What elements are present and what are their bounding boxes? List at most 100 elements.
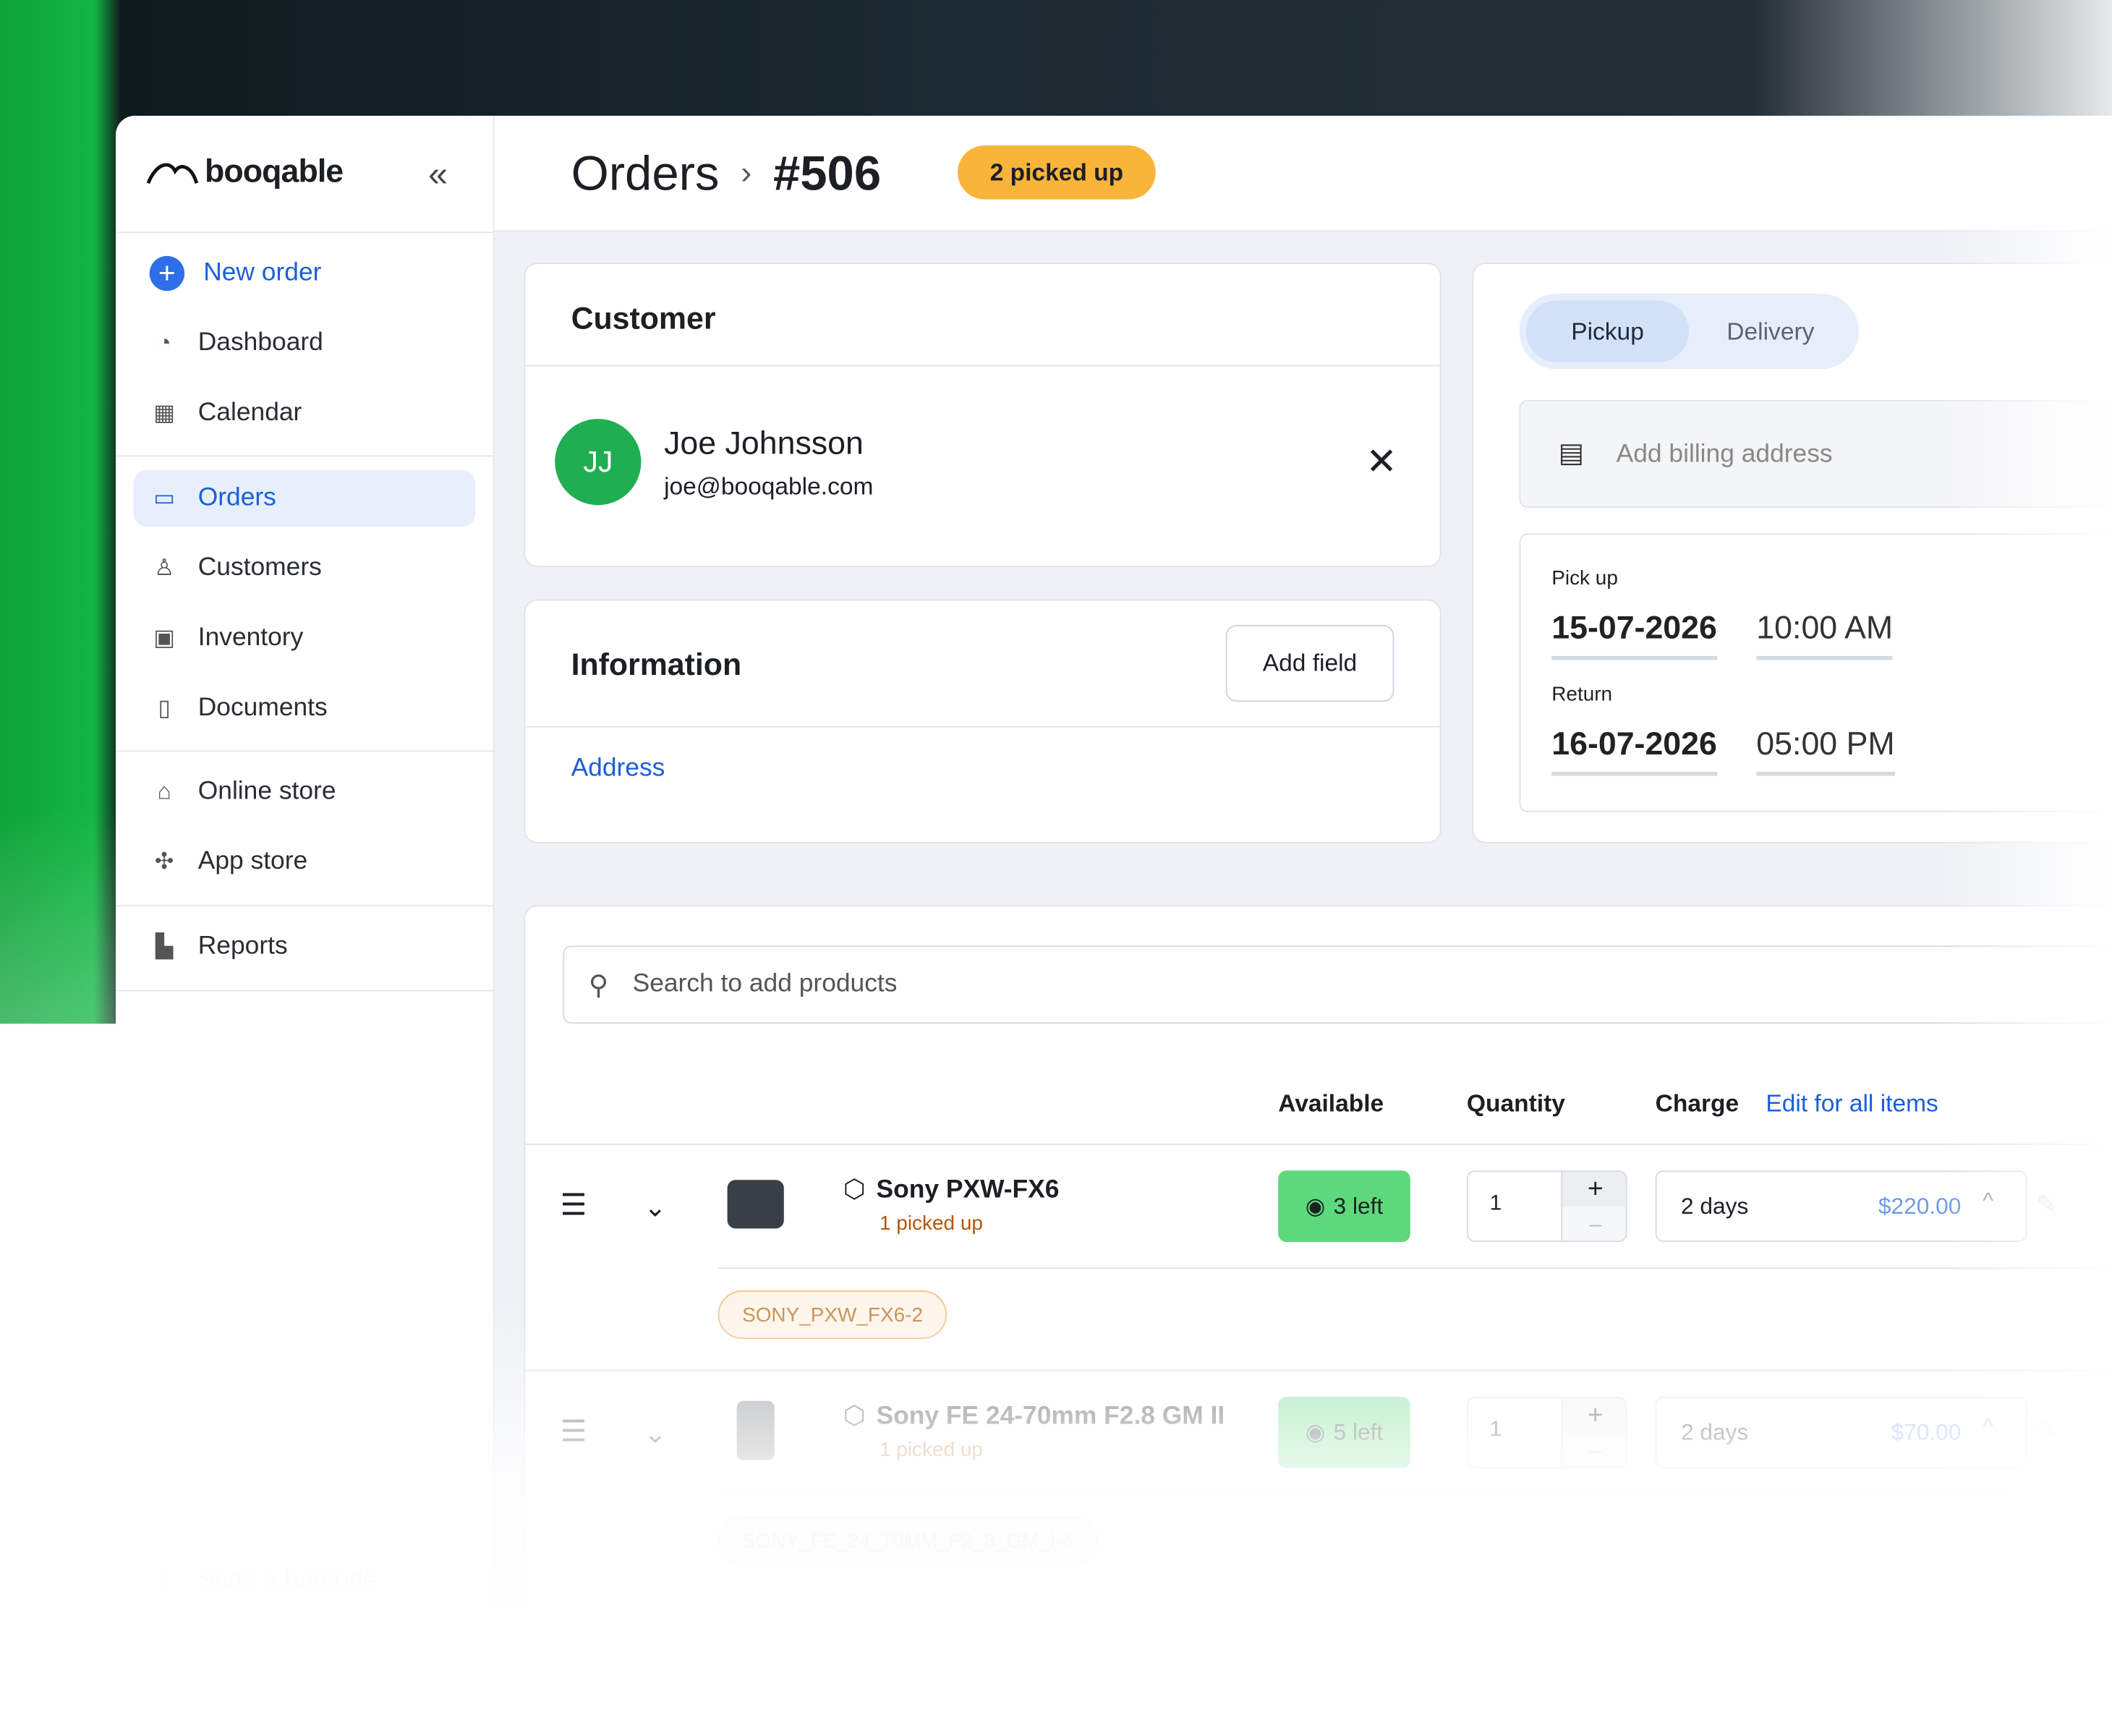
label: Calendar: [197, 399, 302, 427]
sidebar-item-customers[interactable]: ♙ Customers: [133, 540, 475, 597]
return-label: Return: [1551, 683, 1613, 706]
price: $220.00: [1878, 1193, 1962, 1220]
user-icon: ♙: [153, 555, 175, 581]
charge-selector[interactable]: 2 days $70.00 ^: [1655, 1397, 2027, 1468]
label: Orders: [197, 483, 276, 512]
sidebar-item-documents[interactable]: ▯ Documents: [133, 680, 475, 736]
billing-address-field[interactable]: ▤ Add billing address: [1519, 400, 2112, 509]
product-image: [736, 1400, 775, 1460]
product-image: [727, 1180, 784, 1229]
customer-title: Customer: [571, 300, 716, 336]
status-badge: 2 picked up: [958, 145, 1156, 200]
drag-handle-icon[interactable]: ☰: [560, 1188, 587, 1222]
label: New order: [203, 258, 322, 287]
breadcrumb-orders[interactable]: Orders: [571, 145, 720, 201]
sidebar-item-inventory[interactable]: ▣ Inventory: [133, 610, 475, 667]
customer-name[interactable]: Joe Johnsson: [664, 425, 864, 462]
breadcrumb: Orders › #506: [571, 145, 882, 202]
label: Add custom line: [650, 1654, 833, 1682]
sidebar-item-reports[interactable]: ▙ Reports: [133, 919, 475, 975]
inbox-icon: ▭: [153, 485, 176, 511]
sidebar-item-new-order[interactable]: + New order: [133, 245, 475, 302]
increment-button[interactable]: +: [1561, 1172, 1626, 1207]
serial-tag[interactable]: SONY_PXW_FX6-2: [718, 1290, 948, 1340]
quantity-value[interactable]: 1: [1489, 1192, 1502, 1215]
dates-panel: Pick up 15-07-2026 10:00 AM Return 16-07…: [1519, 533, 2112, 812]
product-name[interactable]: ⬡ Sony FE 24-70mm F2.8 GM II: [843, 1401, 1225, 1432]
availability-badge: ◉ 5 left: [1278, 1397, 1410, 1468]
divider: [525, 726, 1440, 728]
dashboard-icon: ◔: [157, 330, 171, 356]
fulfillment-card: Pickup Delivery ▤ Add billing address Pi…: [1472, 263, 2112, 843]
sidebar-item-online-store[interactable]: ⌂ Online store: [133, 764, 475, 820]
tab-delivery[interactable]: Delivery: [1726, 317, 1815, 344]
barcode-icon: ⋮: [153, 1567, 176, 1594]
product-name[interactable]: ⬡ Sony PXW-FX6: [843, 1175, 1060, 1206]
decrement-button[interactable]: –: [1561, 1207, 1626, 1241]
plus-icon: +: [149, 255, 185, 292]
document-icon: ▯: [158, 694, 171, 721]
booqable-logo[interactable]: booqable: [145, 153, 344, 191]
label: Online store: [197, 777, 336, 806]
quantity-stepper[interactable]: 1 + –: [1466, 1397, 1627, 1468]
address-link[interactable]: Address: [571, 754, 665, 783]
quantity-stepper[interactable]: 1 + –: [1466, 1170, 1627, 1242]
billing-placeholder: Add billing address: [1616, 440, 1833, 469]
available: 3 left: [1333, 1192, 1384, 1219]
puzzle-icon: ✣: [154, 848, 174, 875]
charge-selector[interactable]: 2 days $220.00 ^: [1655, 1170, 2027, 1242]
serial-tag[interactable]: SONY_FE_24_70MM_F2_8_GM_I-4: [718, 1516, 1098, 1565]
product-status: 1 picked up: [880, 1438, 983, 1462]
sidebar-item-help[interactable]: ? Help: [133, 1620, 475, 1677]
pickup-time[interactable]: 10:00 AM: [1756, 610, 1894, 660]
order-number: #506: [772, 145, 882, 201]
duration: 2 days: [1681, 1193, 1749, 1220]
chevron-down-icon[interactable]: ⌄: [644, 1419, 667, 1450]
duration: 2 days: [1681, 1419, 1749, 1446]
edit-all-items-link[interactable]: Edit for all items: [1766, 1089, 1938, 1117]
divider: [116, 231, 493, 234]
quantity-value[interactable]: 1: [1489, 1418, 1502, 1442]
return-time[interactable]: 05:00 PM: [1756, 726, 1895, 776]
tab-pickup[interactable]: Pickup: [1525, 300, 1690, 362]
price: $70.00: [1891, 1419, 1962, 1446]
label: Documents: [197, 694, 328, 723]
edit-icon[interactable]: ✎: [2036, 1191, 2057, 1218]
increment-button[interactable]: +: [1561, 1397, 1626, 1434]
chevron-down-icon[interactable]: ⌄: [644, 1193, 667, 1223]
divider: [116, 990, 493, 992]
sidebar-item-calendar[interactable]: ▦ Calendar: [133, 386, 475, 442]
sidebar: booqable « + New order ◔ Dashboard ▦ Calend…: [116, 116, 495, 1736]
label: Scan a barcode: [197, 1566, 378, 1595]
label: Inventory: [197, 624, 304, 652]
drag-handle-icon[interactable]: ☰: [560, 1414, 587, 1448]
divider: [116, 455, 493, 457]
label: Dashboard: [197, 328, 323, 357]
receipt-icon: ▤: [1558, 439, 1584, 469]
sidebar-item-dashboard[interactable]: ◔ Dashboard: [133, 315, 475, 372]
add-field-button[interactable]: Add field: [1225, 625, 1394, 702]
customer-card: Customer JJ Joe Johnsson joe@booqable.co…: [524, 263, 1442, 567]
information-title: Information: [571, 646, 742, 682]
close-icon[interactable]: ✕: [1366, 440, 1397, 482]
sidebar-item-orders[interactable]: ▭ Orders: [133, 469, 476, 527]
collapse-sidebar-icon[interactable]: «: [428, 153, 448, 195]
table-row: ☰ ⌄ ⬡ Sony FE 24-70mm F2.8 GM II 1 picked…: [525, 1371, 2112, 1601]
return-date[interactable]: 16-07-2026: [1551, 726, 1717, 776]
avatar: JJ: [555, 419, 642, 506]
add-custom-line-button[interactable]: + Add custom line: [620, 1654, 833, 1684]
sidebar-item-app-store[interactable]: ✣ App store: [133, 834, 475, 890]
column-available: Available: [1278, 1089, 1384, 1117]
available: 5 left: [1333, 1418, 1384, 1445]
pickup-date[interactable]: 15-07-2026: [1551, 610, 1717, 660]
sidebar-item-scan-barcode[interactable]: ⋮ Scan a barcode: [133, 1553, 475, 1609]
box-icon: ⬡: [843, 1175, 866, 1204]
target-icon: ◉: [1305, 1192, 1326, 1219]
product-status: 1 picked up: [880, 1212, 983, 1235]
edit-icon[interactable]: ✎: [2036, 1417, 2057, 1444]
decrement-button[interactable]: –: [1561, 1433, 1626, 1467]
box-icon: ⬡: [843, 1402, 866, 1431]
product-search-input[interactable]: ⚲ Search to add products: [563, 945, 2112, 1024]
chevron-up-icon: ^: [1983, 1188, 1994, 1214]
availability-badge: ◉ 3 left: [1278, 1170, 1410, 1242]
